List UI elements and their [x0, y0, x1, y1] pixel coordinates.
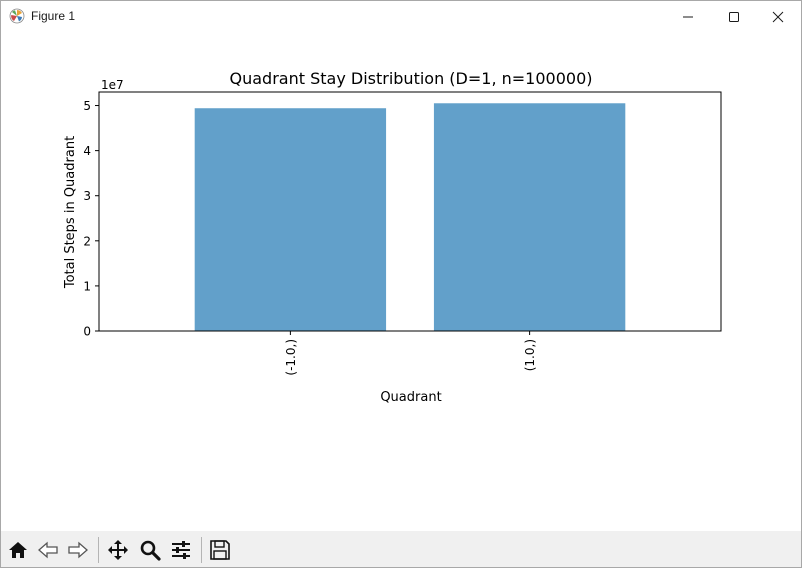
- x-tick-label: (-1.0,): [284, 339, 298, 376]
- y-axis-label: Total Steps in Quadrant: [63, 136, 78, 289]
- home-button[interactable]: [4, 536, 32, 564]
- matplotlib-logo-icon: [9, 8, 25, 24]
- back-button[interactable]: [34, 536, 62, 564]
- bar-0: [194, 108, 387, 331]
- save-button[interactable]: [206, 536, 234, 564]
- minimize-icon: [683, 16, 693, 17]
- x-tick-label: (1.0,): [523, 339, 537, 371]
- arrow-left-icon: [38, 541, 58, 559]
- pan-button[interactable]: [104, 536, 132, 564]
- sliders-icon: [172, 541, 190, 559]
- chart-title: Quadrant Stay Distribution (D=1, n=10000…: [230, 69, 593, 88]
- y-offset-text: 1e7: [101, 78, 124, 92]
- y-tick-label: 2: [83, 234, 91, 248]
- close-icon: [772, 11, 784, 22]
- y-tick-label: 1: [83, 279, 91, 293]
- title-bar[interactable]: Figure 1: [1, 1, 801, 32]
- toolbar-separator: [201, 537, 202, 563]
- figure-canvas[interactable]: Quadrant Stay Distribution (D=1, n=10000…: [1, 32, 801, 531]
- home-icon: [9, 542, 27, 558]
- bar-1: [433, 103, 626, 331]
- toolbar-separator: [98, 537, 99, 563]
- y-tick-label: 5: [83, 99, 91, 113]
- maximize-button[interactable]: [711, 1, 757, 32]
- navigation-toolbar: [1, 531, 801, 567]
- y-tick-label: 0: [83, 325, 91, 339]
- y-tick-label: 3: [83, 189, 91, 203]
- close-button[interactable]: [755, 1, 801, 32]
- arrow-right-icon: [68, 541, 88, 559]
- floppy-disk-icon: [210, 540, 230, 560]
- x-axis-label: Quadrant: [380, 390, 441, 405]
- configure-subplots-button[interactable]: [167, 536, 195, 564]
- magnifier-icon: [140, 540, 161, 561]
- minimize-button[interactable]: [665, 1, 711, 32]
- axes-frame: [98, 91, 722, 332]
- zoom-button[interactable]: [136, 536, 164, 564]
- bar-chart: Quadrant Stay Distribution (D=1, n=10000…: [63, 69, 722, 405]
- window-title: Figure 1: [31, 9, 76, 23]
- forward-button[interactable]: [64, 536, 92, 564]
- move-icon: [108, 540, 128, 560]
- y-tick-label: 4: [83, 144, 91, 158]
- maximize-icon: [729, 11, 739, 22]
